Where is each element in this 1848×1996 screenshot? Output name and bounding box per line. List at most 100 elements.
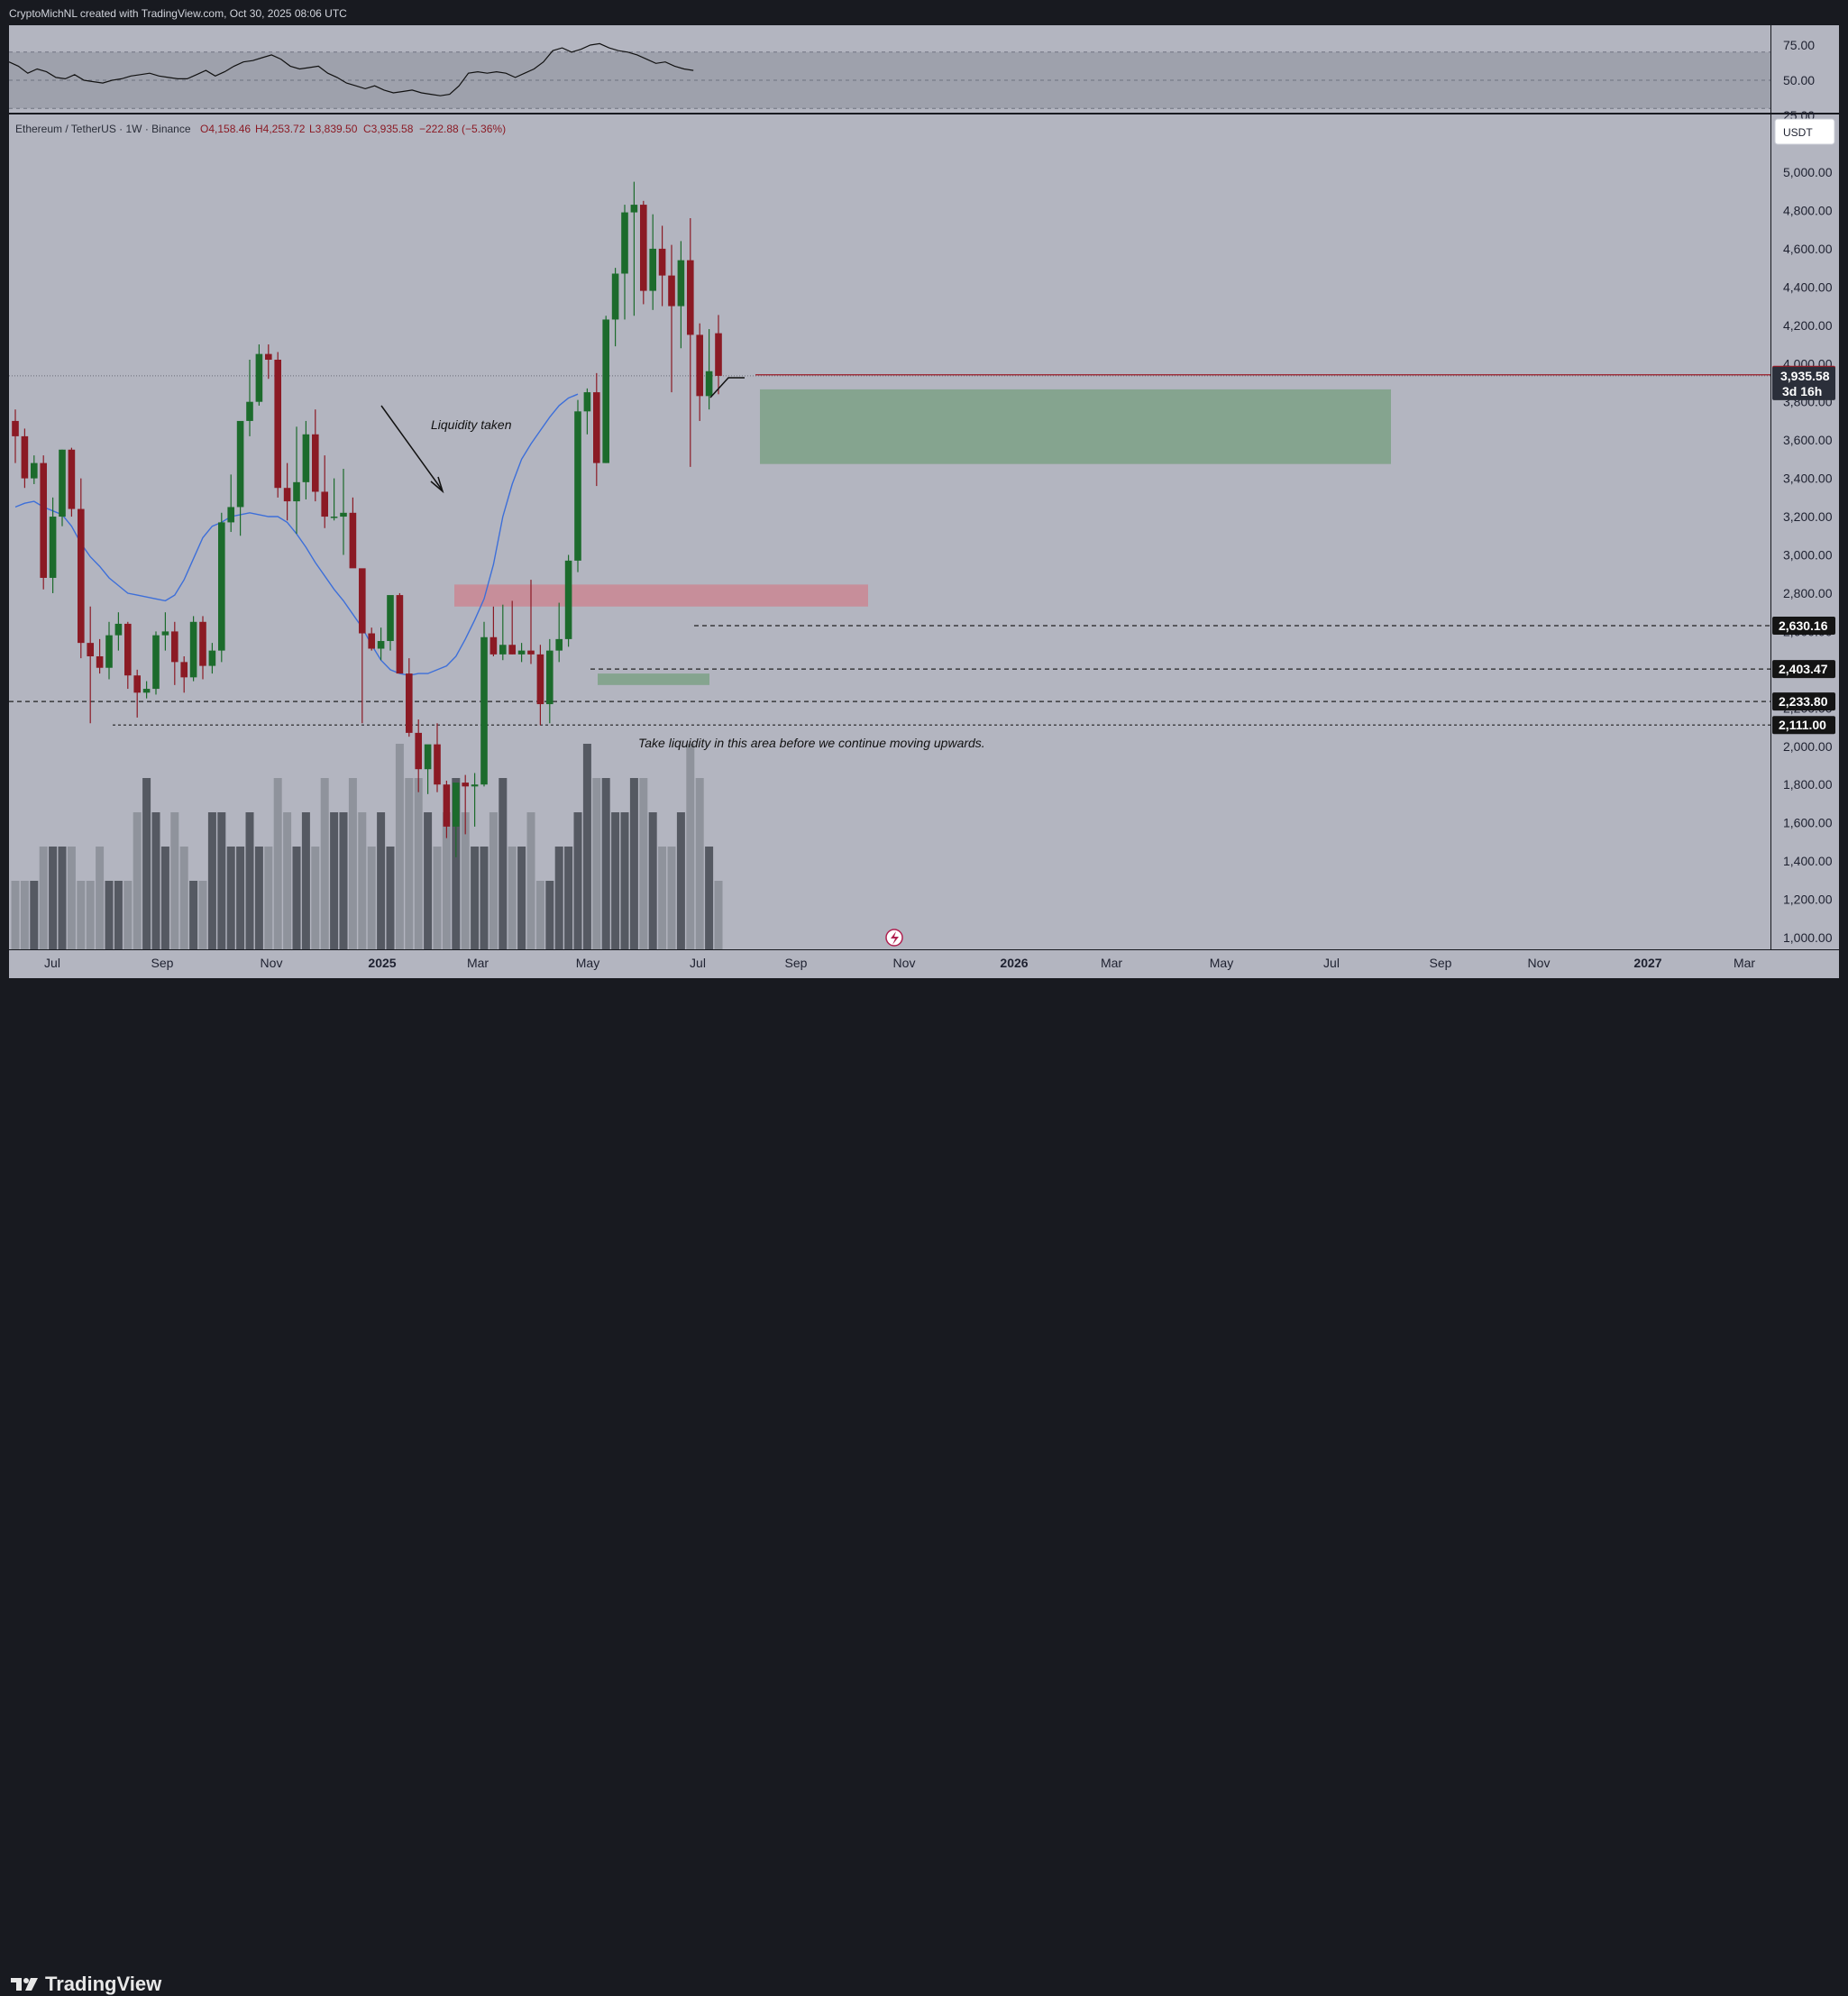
candle[interactable] bbox=[415, 719, 422, 792]
time-axis[interactable] bbox=[9, 950, 1839, 978]
candle[interactable] bbox=[161, 612, 169, 651]
candle[interactable] bbox=[574, 399, 581, 572]
candle[interactable] bbox=[142, 681, 151, 699]
axis-labels: 5,000.00 4,800.00 4,600.00 4,400.00 4,200.00… bbox=[44, 38, 1833, 970]
candle[interactable] bbox=[499, 604, 507, 661]
candle[interactable] bbox=[406, 658, 413, 737]
candle[interactable] bbox=[124, 621, 132, 690]
candle[interactable] bbox=[114, 612, 123, 651]
candle[interactable] bbox=[31, 455, 38, 484]
candle[interactable] bbox=[152, 631, 160, 695]
candle[interactable] bbox=[668, 244, 675, 393]
currency-button-label[interactable]: USDT bbox=[1783, 126, 1813, 139]
candle[interactable] bbox=[471, 773, 479, 827]
candle[interactable] bbox=[434, 723, 441, 792]
candle[interactable] bbox=[462, 774, 469, 835]
candle[interactable] bbox=[293, 426, 300, 535]
candle[interactable] bbox=[536, 645, 544, 726]
candle[interactable] bbox=[180, 655, 188, 693]
candle[interactable] bbox=[640, 200, 647, 305]
candle[interactable] bbox=[330, 478, 338, 521]
candle[interactable] bbox=[68, 447, 76, 517]
candle[interactable] bbox=[12, 409, 19, 463]
candle[interactable] bbox=[621, 205, 628, 320]
candle[interactable] bbox=[189, 616, 197, 682]
candle[interactable] bbox=[96, 638, 104, 674]
level-tag[interactable]: 2,233.80 bbox=[1772, 692, 1835, 711]
candle[interactable] bbox=[377, 627, 385, 661]
candle[interactable] bbox=[687, 217, 694, 467]
candle[interactable] bbox=[340, 468, 347, 555]
candle[interactable] bbox=[564, 554, 572, 647]
candle[interactable] bbox=[359, 568, 366, 724]
level-tag[interactable]: 2,630.16 bbox=[1772, 616, 1835, 635]
candle-body bbox=[49, 517, 57, 578]
candle[interactable] bbox=[87, 606, 94, 724]
currency-button[interactable]: USDT bbox=[1774, 118, 1835, 145]
candle[interactable] bbox=[508, 600, 516, 655]
candle[interactable] bbox=[21, 428, 29, 489]
candle[interactable] bbox=[105, 621, 113, 680]
candle[interactable] bbox=[480, 621, 488, 787]
candle[interactable] bbox=[489, 606, 498, 656]
candle[interactable] bbox=[265, 344, 272, 380]
candle[interactable] bbox=[453, 783, 460, 857]
supply-zone[interactable] bbox=[454, 584, 868, 607]
candle[interactable] bbox=[274, 352, 281, 498]
candle[interactable] bbox=[630, 181, 638, 316]
candle[interactable] bbox=[255, 344, 263, 406]
candle[interactable] bbox=[40, 455, 47, 590]
candle[interactable] bbox=[227, 474, 234, 533]
candle[interactable] bbox=[302, 420, 310, 499]
price-axis[interactable] bbox=[1771, 114, 1839, 949]
candle[interactable] bbox=[349, 497, 357, 569]
candle[interactable] bbox=[715, 315, 722, 395]
candle[interactable] bbox=[696, 323, 703, 421]
candle[interactable] bbox=[705, 329, 713, 410]
candle-body bbox=[658, 248, 666, 276]
candle[interactable] bbox=[387, 595, 394, 651]
candle[interactable] bbox=[49, 497, 57, 593]
candle[interactable] bbox=[246, 360, 253, 436]
candle[interactable] bbox=[677, 241, 685, 349]
candle[interactable] bbox=[527, 580, 535, 664]
candle[interactable] bbox=[593, 372, 600, 487]
demand-zone[interactable] bbox=[598, 673, 709, 685]
candle[interactable] bbox=[321, 455, 328, 528]
level-tag[interactable]: 2,111.00 bbox=[1772, 716, 1835, 735]
candle[interactable] bbox=[424, 744, 432, 794]
currency-button-bg[interactable] bbox=[1774, 118, 1835, 145]
chart-area[interactable]: Liquidity taken Take liquidity in this a… bbox=[0, 0, 1848, 1032]
candle[interactable] bbox=[208, 643, 216, 674]
candle[interactable] bbox=[78, 478, 85, 659]
demand-zone[interactable] bbox=[760, 389, 1391, 464]
candle[interactable] bbox=[443, 780, 451, 838]
level-tag[interactable]: 2,403.47 bbox=[1772, 660, 1835, 679]
candle[interactable] bbox=[658, 225, 666, 307]
candle[interactable] bbox=[546, 638, 553, 724]
candle[interactable] bbox=[59, 449, 66, 526]
tradingview-logo[interactable]: TradingView bbox=[11, 1973, 161, 1996]
rsi-tick-label: 75.00 bbox=[1783, 38, 1815, 52]
candle[interactable] bbox=[583, 388, 591, 435]
candle[interactable] bbox=[218, 512, 225, 663]
level-tag-text: 2,630.16 bbox=[1779, 618, 1828, 633]
candle[interactable] bbox=[133, 669, 141, 718]
rsi-axis[interactable] bbox=[1771, 25, 1839, 113]
candle[interactable] bbox=[555, 602, 563, 663]
candle[interactable] bbox=[312, 409, 319, 502]
candle[interactable] bbox=[199, 616, 206, 680]
candle[interactable] bbox=[368, 627, 375, 651]
breakout-line bbox=[709, 377, 745, 398]
candle[interactable] bbox=[236, 420, 244, 536]
candle[interactable] bbox=[517, 643, 526, 663]
candle[interactable] bbox=[649, 214, 656, 310]
candle[interactable] bbox=[283, 462, 291, 521]
volume-bar bbox=[535, 881, 544, 949]
candle[interactable] bbox=[171, 621, 178, 685]
candle[interactable] bbox=[396, 592, 404, 674]
candle[interactable] bbox=[602, 316, 609, 463]
lightning-badge[interactable] bbox=[885, 929, 903, 947]
candle[interactable] bbox=[611, 268, 619, 347]
